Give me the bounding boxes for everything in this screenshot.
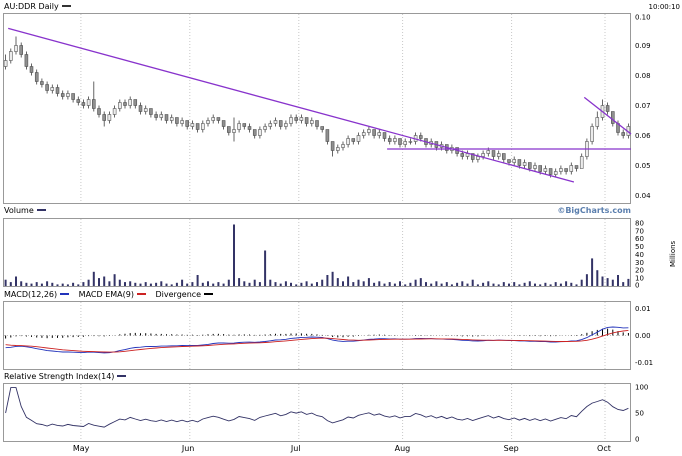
svg-text:50: 50 [635,243,644,251]
month-label: Jun [181,444,195,453]
svg-text:0.06: 0.06 [635,132,651,140]
svg-text:100: 100 [635,384,648,392]
month-label: Jul [290,444,301,453]
svg-text:70: 70 [635,227,644,235]
svg-text:0: 0 [635,435,639,443]
month-label: May [72,444,90,453]
svg-text:0: 0 [635,282,639,289]
rsi-panel-header: Relative Strength Index(14) [4,372,680,382]
svg-text:0.08: 0.08 [635,72,651,80]
svg-text:-0.01: -0.01 [635,359,653,367]
x-axis-labels: May Jun Jul Aug Sep Oct [0,444,682,454]
svg-text:40: 40 [635,251,644,259]
price-panel-header: AU:DDR Daily 10:00:10 [4,2,680,12]
price-series-legend-swatch [61,5,71,7]
month-label: Oct [597,444,611,453]
volume-panel-header: Volume ©BigCharts.com [4,206,680,216]
svg-text:0.07: 0.07 [635,102,651,110]
svg-text:20: 20 [635,267,644,275]
svg-text:0.00: 0.00 [635,332,651,340]
bigcharts-watermark: ©BigCharts.com [557,206,631,215]
divergence-legend-swatch [204,293,214,295]
rsi-label: Relative Strength Index(14) [4,372,115,381]
volume-label: Volume [4,206,34,215]
month-label: Aug [394,444,411,453]
svg-text:Millions: Millions [669,240,677,267]
svg-text:0.09: 0.09 [635,42,651,50]
svg-text:0.10: 0.10 [635,14,651,22]
macd-chart: 0.01 0.00 -0.01 [3,301,653,370]
macd-ema-label: MACD EMA(9) [78,290,134,299]
svg-text:60: 60 [635,235,644,243]
volume-legend-swatch [36,209,46,211]
rsi-chart: 100 50 0 [3,383,648,443]
svg-text:0.01: 0.01 [635,305,651,313]
macd-ema-legend-swatch [136,293,146,295]
month-label: Sep [503,444,519,453]
svg-text:80: 80 [635,219,644,227]
divergence-label: Divergence [155,290,202,299]
svg-text:0.04: 0.04 [635,192,651,200]
timestamp: 10:00:10 [648,3,680,11]
macd-panel-header: MACD(12,26) MACD EMA(9) Divergence [4,290,680,300]
rsi-legend-swatch [117,375,127,377]
svg-text:30: 30 [635,259,644,267]
svg-text:50: 50 [635,410,644,418]
svg-text:0.05: 0.05 [635,162,651,170]
symbol-title: AU:DDR Daily [4,2,59,11]
macd-label: MACD(12,26) [4,290,58,299]
macd-line-legend-swatch [60,293,70,295]
price-chart: 0.10 0.09 0.08 0.07 0.06 0.05 0.04 [3,13,651,204]
svg-text:10: 10 [635,275,644,283]
